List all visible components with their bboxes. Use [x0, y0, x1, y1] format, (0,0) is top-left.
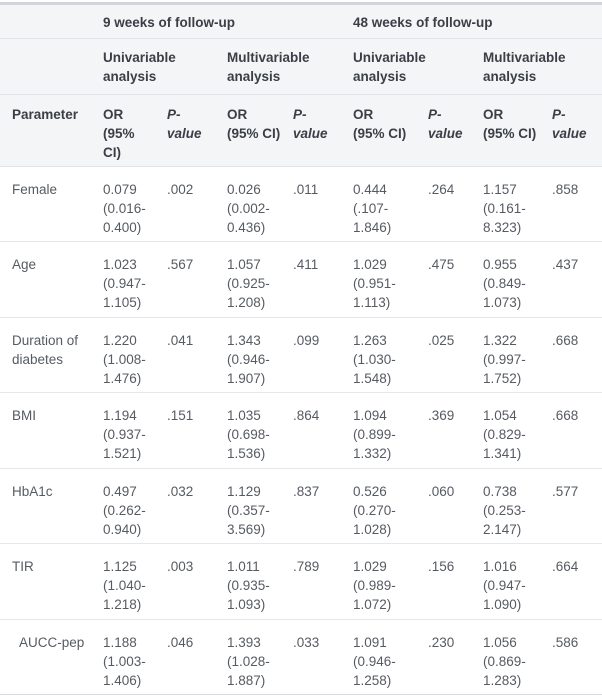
table-body: Female 0.079 (0.016- 0.400) .002 0.026 (0.002-… [0, 166, 602, 695]
or-ci-cell: 0.526 (0.270- 1.028) [345, 468, 421, 544]
analysis-header-row: Univariable analysis Multivariable analysis… [0, 38, 602, 95]
p-value-cell: .577 [544, 468, 602, 544]
corner-cell [0, 38, 95, 95]
or-ci-cell: 1.023 (0.947- 1.105) [95, 241, 159, 318]
p-value-cell: .668 [544, 317, 602, 393]
or-ci-cell: 1.263 (1.030- 1.548) [345, 317, 421, 393]
p-value-cell: .041 [159, 317, 219, 393]
or-ci-cell: 0.955 (0.849- 1.073) [475, 241, 545, 318]
p-value-header: P-value [544, 94, 602, 167]
p-value-cell: .033 [285, 619, 346, 695]
table-row: Female 0.079 (0.016- 0.400) .002 0.026 (0.002-… [0, 166, 602, 242]
p-value-cell: .437 [544, 241, 602, 318]
table-row: BMI 1.194 (0.937- 1.521) .151 1.035 (0.698- 1.5… [0, 392, 602, 469]
or-ci-cell: 1.220 (1.008- 1.476) [95, 317, 159, 393]
p-value-cell: .858 [544, 166, 602, 242]
column-header-row: Parameter OR (95% CI) P-value OR (95% CI) P-va… [0, 94, 602, 167]
or-ci-cell: 1.011 (0.935- 1.093) [219, 543, 285, 620]
or-ci-cell: 1.194 (0.937- 1.521) [95, 392, 159, 469]
p-value-cell: .156 [420, 543, 476, 620]
p-value-cell: .060 [420, 468, 476, 544]
or-ci-cell: 1.188 (1.003- 1.406) [95, 619, 159, 695]
parameter-cell: Duration of diabetes [0, 317, 95, 393]
or-ci-cell: 1.157 (0.161- 8.323) [475, 166, 545, 242]
or-ci-header: OR (95% CI) [219, 94, 285, 167]
or-ci-cell: 0.026 (0.002- 0.436) [219, 166, 285, 242]
p-value-cell: .264 [420, 166, 476, 242]
analysis-header: Multivariable analysis [219, 38, 346, 95]
or-ci-header: OR (95% CI) [475, 94, 545, 167]
followup-group-header: 48 weeks of follow-up [345, 5, 602, 39]
parameter-cell: Female [0, 166, 95, 242]
or-ci-cell: 1.029 (0.989- 1.072) [345, 543, 421, 620]
table-row: TIR 1.125 (1.040- 1.218) .003 1.011 (0.935- 1.0… [0, 543, 602, 620]
results-table: 9 weeks of follow-up 48 weeks of follow-u… [0, 5, 602, 695]
parameter-cell: HbA1c [0, 468, 95, 544]
corner-cell [0, 5, 95, 39]
p-value-cell: .586 [544, 619, 602, 695]
p-value-cell: .789 [285, 543, 346, 620]
table-row: HbA1c 0.497 (0.262- 0.940) .032 1.129 (0.357- 3… [0, 468, 602, 544]
or-ci-header: OR (95% CI) [345, 94, 421, 167]
p-value-cell: .011 [285, 166, 346, 242]
or-ci-cell: 1.029 (0.951- 1.113) [345, 241, 421, 318]
analysis-header: Univariable analysis [95, 38, 219, 95]
p-value-header: P-value [159, 94, 219, 167]
p-value-cell: .151 [159, 392, 219, 469]
p-value-cell: .002 [159, 166, 219, 242]
or-ci-cell: 0.079 (0.016- 0.400) [95, 166, 159, 242]
or-ci-cell: 1.343 (0.946- 1.907) [219, 317, 285, 393]
p-value-cell: .046 [159, 619, 219, 695]
table-head: 9 weeks of follow-up 48 weeks of follow-u… [0, 5, 602, 167]
or-ci-cell: 1.056 (0.869- 1.283) [475, 619, 545, 695]
parameter-cell: BMI [0, 392, 95, 469]
p-value-header: P-value [420, 94, 476, 167]
p-value-cell: .230 [420, 619, 476, 695]
p-value-cell: .664 [544, 543, 602, 620]
parameter-cell: AUCC-pep [0, 619, 95, 695]
p-value-cell: .411 [285, 241, 346, 318]
parameter-cell: TIR [0, 543, 95, 620]
or-ci-cell: 1.322 (0.997- 1.752) [475, 317, 545, 393]
p-value-header: P-value [285, 94, 346, 167]
analysis-header: Univariable analysis [345, 38, 476, 95]
or-ci-cell: 1.091 (0.946- 1.258) [345, 619, 421, 695]
table-row: Duration of diabetes 1.220 (1.008- 1.476) .0… [0, 317, 602, 393]
followup-group-header: 9 weeks of follow-up [95, 5, 346, 39]
p-value-cell: .032 [159, 468, 219, 544]
or-ci-cell: 0.444 (.107- 1.846) [345, 166, 421, 242]
followup-header-row: 9 weeks of follow-up 48 weeks of follow-u… [0, 5, 602, 39]
or-ci-cell: 1.129 (0.357- 3.569) [219, 468, 285, 544]
p-value-cell: .369 [420, 392, 476, 469]
table-row: AUCC-pep 1.188 (1.003- 1.406) .046 1.393 (1.02… [0, 619, 602, 695]
or-ci-cell: 0.738 (0.253- 2.147) [475, 468, 545, 544]
p-value-cell: .864 [285, 392, 346, 469]
p-value-cell: .837 [285, 468, 346, 544]
or-ci-cell: 0.497 (0.262- 0.940) [95, 468, 159, 544]
table-row: Age 1.023 (0.947- 1.105) .567 1.057 (0.925- 1.2… [0, 241, 602, 318]
or-ci-cell: 1.125 (1.040- 1.218) [95, 543, 159, 620]
or-ci-cell: 1.054 (0.829- 1.341) [475, 392, 545, 469]
or-ci-cell: 1.035 (0.698- 1.536) [219, 392, 285, 469]
analysis-header: Multivariable analysis [475, 38, 602, 95]
or-ci-cell: 1.016 (0.947- 1.090) [475, 543, 545, 620]
p-value-cell: .003 [159, 543, 219, 620]
p-value-cell: .567 [159, 241, 219, 318]
p-value-cell: .668 [544, 392, 602, 469]
p-value-cell: .099 [285, 317, 346, 393]
or-ci-cell: 1.393 (1.028- 1.887) [219, 619, 285, 695]
parameter-header: Parameter [0, 94, 95, 167]
or-ci-cell: 1.057 (0.925- 1.208) [219, 241, 285, 318]
or-ci-header: OR (95% CI) [95, 94, 159, 167]
p-value-cell: .475 [420, 241, 476, 318]
parameter-cell: Age [0, 241, 95, 318]
p-value-cell: .025 [420, 317, 476, 393]
or-ci-cell: 1.094 (0.899- 1.332) [345, 392, 421, 469]
